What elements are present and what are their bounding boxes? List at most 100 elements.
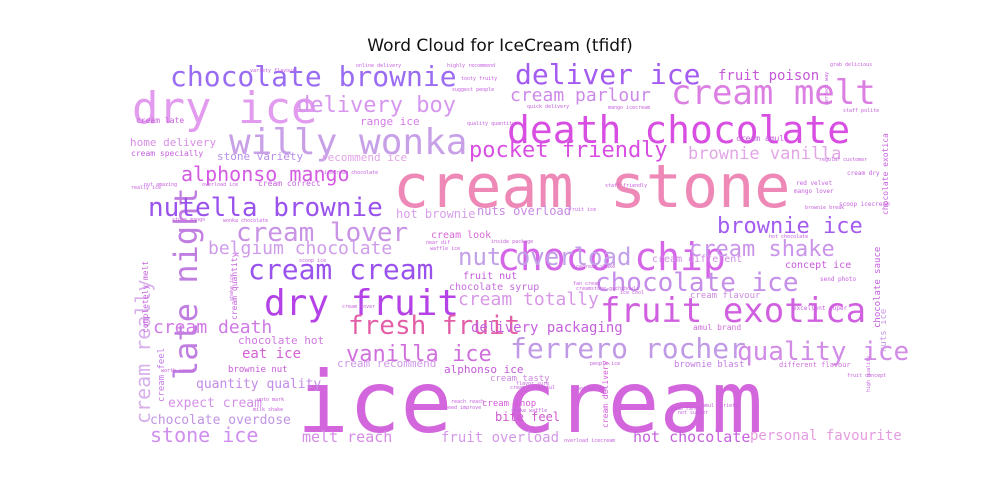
cloud-word: not summer [678,410,708,416]
cloud-word: mango lover [794,188,834,195]
cloud-word: cream different [652,254,742,265]
cloud-word: cream specially [131,149,203,158]
cloud-word: milk shake [253,407,283,413]
cloud-word: cream look [431,230,491,241]
cloud-word: personal favourite [750,428,902,444]
cloud-word: cream stone [393,152,790,222]
cloud-word: quality quantity [467,121,515,127]
cloud-word: fruit ice [569,207,596,213]
cloud-word: chocolate sauce [873,247,883,328]
cloud-word: bite feel [495,410,560,424]
cloud-word: scoop icecream [839,201,890,208]
cloud-word: chocolate syrup [449,282,539,293]
chart-title: Word Cloud for IceCream (tfidf) [367,36,633,56]
cloud-word: reach reach [451,399,484,405]
cloud-word: ferrero rocher [510,332,746,365]
cloud-word: stone ice [150,423,258,447]
cloud-word: nutella brownie [148,193,383,223]
cloud-word: overload icecream [564,438,615,444]
cloud-word: near dif [426,240,450,246]
cloud-word: red velvet [796,180,833,187]
cloud-word: brownie ice [717,214,863,239]
cloud-word: hot brownie [396,207,475,221]
cloud-word: fan cream [573,281,600,287]
cloud-word: cream flavour [690,291,761,301]
cloud-word: cream really [131,280,155,425]
cloud-word: cream cream [248,253,433,286]
cloud-word: expect cream [168,396,262,411]
cloud-word: high quality [866,356,872,392]
cloud-word: cream tasty [490,374,550,384]
cloud-word: icecream shake [573,264,615,270]
cloud-word: waffle ice [430,246,460,252]
cloud-word: cream wonderful [510,385,555,391]
cloud-word: deliver ice [515,58,700,91]
cloud-word: delivery packaging [471,320,623,336]
cloud-word: nut overload [458,243,631,271]
cloud-word: cream death [153,317,272,338]
cloud-word: cream dry [847,170,880,177]
cloud-word: melt reach [302,428,392,446]
cloud-word: shake ice [229,274,235,301]
cloud-word: completely melt [141,261,150,333]
cloud-word: regular customer [819,157,867,163]
cloud-word: alphonso mango [181,162,350,186]
cloud-word: cream quantity [230,252,239,320]
cloud-word: amul brand [693,323,741,332]
cloud-word: brownie break [805,205,844,211]
cloud-word: variety flavour [250,68,295,74]
cloud-word: fresh fruit [348,311,520,341]
cloud-word: fruit poison [718,68,819,84]
cloud-word: cream delivery [601,360,610,428]
cloud-word: quick delivery [527,104,569,110]
cloud-word: brownie nut [228,365,288,375]
cloud-word: need improve [445,405,481,411]
cloud-word: upto mark [257,397,284,403]
cloud-word: range ice [360,115,420,128]
cloud-word: online delivery [356,63,401,69]
cloud-word: different flavour [779,361,851,369]
cloud-word: stone mango [172,217,205,223]
cloud-word: wonka chocolate [223,218,268,224]
cloud-word: eat ice [242,346,301,362]
cloud-word: nut amazing [144,182,177,188]
cloud-word: vanilla ice [346,342,492,367]
cloud-word: really ice [131,185,161,191]
cloud-word: amul variety [702,403,738,409]
cloud-word: cream totally [458,289,599,310]
cloud-word: chocolate exotica [881,133,890,215]
cloud-word: cream lover [236,218,408,248]
cloud-word: alphonso ice [444,363,523,376]
cloud-background [126,60,898,447]
cloud-word: quality ice [737,337,909,367]
cloud-word: excellent super [793,305,848,312]
cloud-word: send photo [820,276,857,283]
cloud-word: chocolate brownie [170,60,457,93]
cloud-word: choco chip [497,235,726,279]
cloud-word: mango icecream [608,105,650,111]
cloud-word: inside package [491,239,533,245]
cloud-word: flavor sure [516,381,549,387]
cloud-word: shake waffle [511,408,547,414]
cloud-word: creamstone gachibowli [576,286,639,292]
cloud-word: home delivery [130,136,216,149]
cloud-word: dry fruit [264,283,459,324]
cloud-word: ice cream [297,353,763,453]
cloud-word: cream recommend [337,357,436,370]
cloud-word: cream shake [689,237,835,262]
cloud-word: highly recommend [447,63,495,69]
cloud-word: delivery boy [297,93,456,118]
cloud-word: nuts ice [879,309,889,352]
cloud-word: willy wonka [229,122,467,163]
cloud-word: tooty fruity [461,76,497,82]
cloud-word: stone variety [217,150,303,163]
cloud-word: cream shop [482,399,536,409]
cloud-word: perfect way [824,72,830,105]
cloud-word: overload ice [202,182,238,188]
cloud-word: cream feel [157,348,167,402]
cloud-word: brownie blast [674,360,744,370]
cloud-word: cream amul [736,134,784,143]
cloud-word: belgium chocolate [208,238,392,259]
cloud-word: dry ice [132,83,317,134]
